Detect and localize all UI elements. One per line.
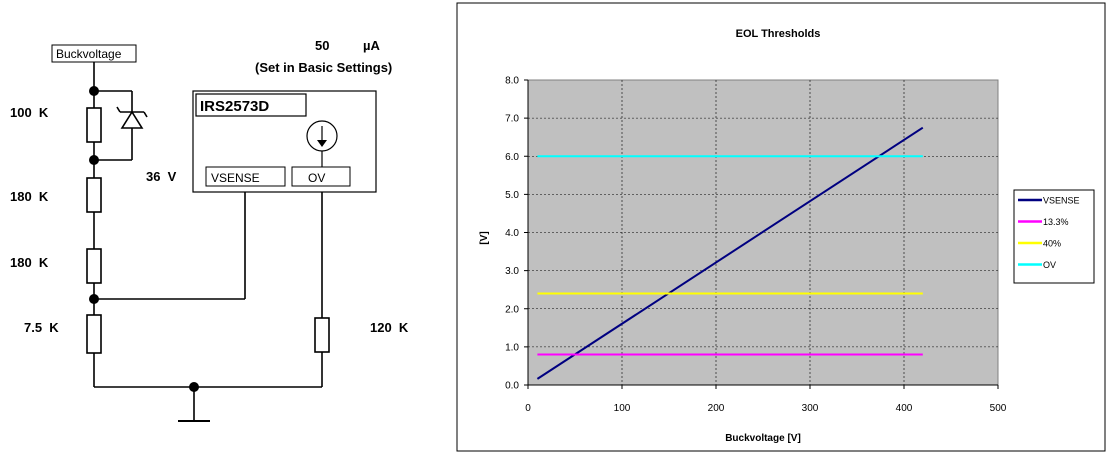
x-tick-label: 100 xyxy=(614,403,631,414)
node-dot xyxy=(89,86,99,96)
supply-label: Buckvoltage xyxy=(56,47,122,61)
pin-ov-box xyxy=(291,166,351,187)
current-note: (Set in Basic Settings) xyxy=(255,60,392,75)
resistor-r4-label: 7.5 K xyxy=(24,320,59,335)
y-tick-label: 6.0 xyxy=(505,152,519,163)
zener-label: 36 V xyxy=(146,169,177,184)
y-tick-label: 0.0 xyxy=(505,381,519,392)
axes: 0 100 200 300 400 500 0.0 1.0 2.0 3.0 4.0 5.0 6.0 7.0… xyxy=(505,76,1007,415)
current-unit: µA xyxy=(363,38,380,53)
chart-title: EOL Thresholds xyxy=(736,28,821,40)
y-tick-label: 7.0 xyxy=(505,114,519,125)
legend-entry: VSENSE xyxy=(1043,196,1080,206)
x-tick-label: 0 xyxy=(525,403,531,414)
current-arrowhead-icon xyxy=(317,140,327,147)
ic-name-box xyxy=(195,93,307,117)
y-tick-label: 8.0 xyxy=(505,76,519,87)
legend-entry: 13.3% xyxy=(1043,217,1069,227)
x-tick-label: 400 xyxy=(896,403,913,414)
legend-entry: OV xyxy=(1043,260,1056,270)
grid-lines xyxy=(528,80,998,385)
legend-entry: 40% xyxy=(1043,239,1061,249)
y-axis-label: [V] xyxy=(479,231,490,244)
ic-name: IRS2573D xyxy=(200,98,269,115)
circuit-nodes xyxy=(89,86,199,392)
node-dot xyxy=(89,155,99,165)
y-tick-label: 4.0 xyxy=(505,228,519,239)
y-tick-label: 5.0 xyxy=(505,190,519,201)
resistor-r5-label: 120 K xyxy=(370,320,409,335)
resistor-r3-label: 180 K xyxy=(10,255,49,270)
resistor-r4 xyxy=(86,314,102,354)
zener-diode xyxy=(116,106,148,129)
y-tick-label: 2.0 xyxy=(505,304,519,315)
resistor-r5 xyxy=(314,317,330,353)
legend-box xyxy=(1013,189,1095,284)
resistor-r1-label: 100 K xyxy=(10,105,49,120)
node-dot xyxy=(89,294,99,304)
resistor-r3 xyxy=(86,248,102,284)
resistor-r2-label: 180 K xyxy=(10,189,49,204)
y-tick-label: 1.0 xyxy=(505,342,519,353)
series-line-vsense xyxy=(536,126,924,380)
pin-ov: OV xyxy=(308,171,325,185)
series-lines xyxy=(536,126,924,380)
x-tick-label: 200 xyxy=(708,403,725,414)
current-value: 50 xyxy=(315,38,329,53)
resistor-r2 xyxy=(86,177,102,213)
pin-vsense-box xyxy=(205,166,286,187)
resistor-r1 xyxy=(86,107,102,143)
x-axis-label: Buckvoltage [V] xyxy=(725,433,801,444)
pin-vsense: VSENSE xyxy=(211,171,260,185)
node-dot xyxy=(189,382,199,392)
chart: EOL Thresholds 0 100 200 300 400 500 0.0 1.0 2.0… xyxy=(456,2,1106,452)
x-tick-label: 300 xyxy=(802,403,819,414)
legend: VSENSE 13.3% 40% OV xyxy=(1018,196,1080,270)
x-tick-label: 500 xyxy=(990,403,1007,414)
y-tick-label: 3.0 xyxy=(505,266,519,277)
circuit-schematic xyxy=(51,44,377,422)
